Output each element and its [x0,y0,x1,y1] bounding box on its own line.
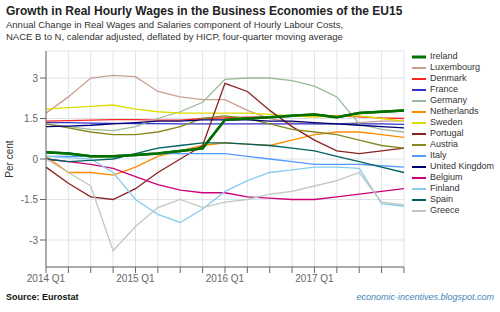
html-text:economic-incentives.blogspot.c: economic-incentives.blogspot.com [356,292,494,302]
svg-text:2015 Q1: 2015 Q1 [116,273,155,284]
html-text:Italy: Italy [430,150,447,160]
html-text:Austria: Austria [430,139,458,149]
svg-text:1.5: 1.5 [24,113,38,124]
html-text:Germany: Germany [430,95,467,105]
html-text:Netherlands: Netherlands [430,106,479,116]
html-text:Sweden: Sweden [430,117,463,127]
html-text:Denmark: Denmark [430,73,467,83]
svg-text:2016 Q1: 2016 Q1 [206,273,245,284]
html-text:Growth in Real Hourly Wages in: Growth in Real Hourly Wages in the Busin… [6,4,403,18]
svg-text:0: 0 [32,154,38,165]
html-text:Greece: Greece [430,205,460,215]
svg-text:-3: -3 [29,235,38,246]
html-text:United Kingdom: United Kingdom [430,161,494,171]
html-text:Portugal: Portugal [430,128,464,138]
html-text:Annual Change in Real Wages an: Annual Change in Real Wages and Salaries… [6,19,344,30]
html-text:Source: Eurostat: Source: Eurostat [6,292,79,302]
html-text:Finland: Finland [430,183,460,193]
html-text:Spain: Spain [430,194,453,204]
svg-text:Per cent: Per cent [8,140,15,177]
html-text:France: France [430,84,458,94]
svg-text:2014 Q1: 2014 Q1 [27,273,66,284]
svg-text:2017 Q1: 2017 Q1 [295,273,334,284]
html-text:Ireland: Ireland [430,51,458,61]
svg-text:-1.5: -1.5 [21,194,39,205]
html-text:Luxembourg: Luxembourg [430,62,480,72]
html-text:Belgium: Belgium [430,172,463,182]
svg-text:3: 3 [32,73,38,84]
html-text:NACE B to N, calendar adjusted: NACE B to N, calendar adjusted, deflated… [6,31,343,42]
